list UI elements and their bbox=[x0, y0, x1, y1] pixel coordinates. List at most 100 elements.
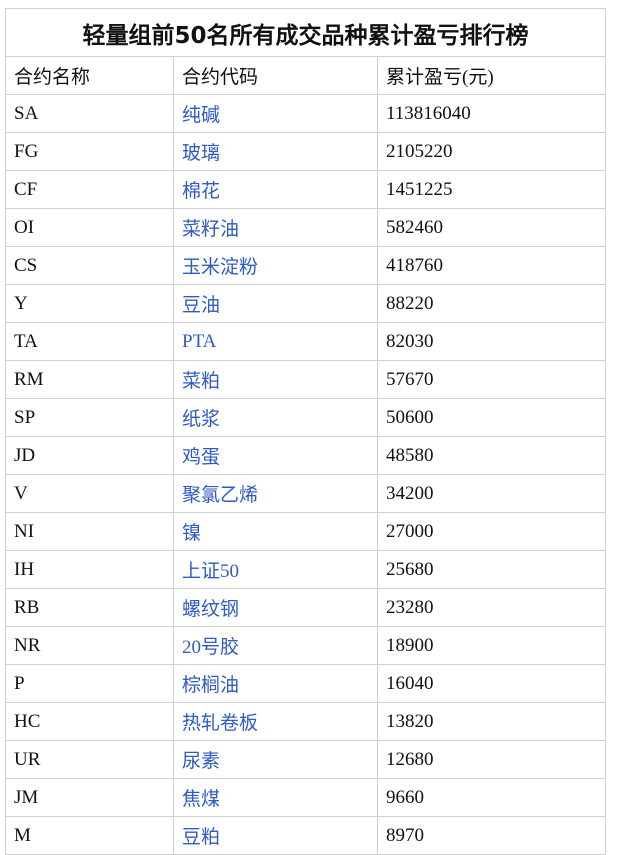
contract-name-cell: 棕榈油 bbox=[173, 664, 378, 703]
contract-name-cell: 纯碱 bbox=[173, 94, 378, 133]
pnl-cell: 16040 bbox=[376, 664, 607, 703]
contract-name-cell: 20号胶 bbox=[173, 626, 378, 665]
table-row: NR 20号胶 18900 bbox=[5, 626, 607, 665]
table-row: V 聚氯乙烯 34200 bbox=[5, 474, 607, 513]
table-row: RM 菜粕 57670 bbox=[5, 360, 607, 399]
contract-link[interactable]: 20号胶 bbox=[182, 637, 240, 658]
contract-name-cell: 鸡蛋 bbox=[173, 436, 378, 475]
table-row: FG 玻璃 2105220 bbox=[5, 132, 607, 171]
contract-code-cell: NI bbox=[5, 512, 174, 551]
contract-code-cell: CS bbox=[5, 246, 174, 285]
table-row: OI 菜籽油 582460 bbox=[5, 208, 607, 247]
pnl-cell: 57670 bbox=[376, 360, 607, 399]
contract-link[interactable]: 豆油 bbox=[182, 295, 221, 316]
pnl-cell: 27000 bbox=[376, 512, 607, 551]
table-title: 轻量组前50名所有成交品种累计盈亏排行榜 bbox=[4, 8, 607, 57]
contract-name-cell: 玻璃 bbox=[173, 132, 378, 171]
contract-code-cell: CF bbox=[5, 170, 174, 209]
pnl-cell: 418760 bbox=[376, 246, 607, 285]
pnl-cell: 113816040 bbox=[376, 94, 607, 133]
contract-link[interactable]: 纯碱 bbox=[182, 105, 221, 126]
contract-link[interactable]: 玉米淀粉 bbox=[182, 257, 259, 278]
contract-name-cell: 镍 bbox=[173, 512, 378, 551]
table-row: CF 棉花 1451225 bbox=[5, 170, 607, 209]
table-row: UR 尿素 12680 bbox=[5, 740, 607, 779]
pnl-cell: 1451225 bbox=[376, 170, 607, 209]
pnl-cell: 13820 bbox=[376, 702, 607, 741]
contract-link[interactable]: 菜籽油 bbox=[182, 219, 240, 240]
table-row: SP 纸浆 50600 bbox=[5, 398, 607, 437]
pnl-cell: 25680 bbox=[376, 550, 607, 589]
table-row: RB 螺纹钢 23280 bbox=[5, 588, 607, 627]
contract-name-cell: 纸浆 bbox=[173, 398, 378, 437]
contract-code-cell: FG bbox=[5, 132, 174, 171]
table-row: SA 纯碱 113816040 bbox=[5, 94, 607, 133]
pnl-cell: 82030 bbox=[376, 322, 607, 361]
table-row: TA PTA 82030 bbox=[5, 322, 607, 361]
contract-name-cell: PTA bbox=[173, 322, 378, 361]
contract-link[interactable]: 上证50 bbox=[182, 561, 240, 582]
contract-link[interactable]: 热轧卷板 bbox=[182, 713, 259, 734]
contract-code-cell: Y bbox=[5, 284, 174, 323]
header-cumulative-pnl: 累计盈亏(元) bbox=[376, 56, 607, 95]
contract-name-cell: 菜粕 bbox=[173, 360, 378, 399]
contract-name-cell: 聚氯乙烯 bbox=[173, 474, 378, 513]
contract-link[interactable]: 菜粕 bbox=[182, 371, 221, 392]
contract-link[interactable]: 棉花 bbox=[182, 181, 221, 202]
contract-link[interactable]: 螺纹钢 bbox=[182, 599, 240, 620]
table-row: Y 豆油 88220 bbox=[5, 284, 607, 323]
table-row: NI 镍 27000 bbox=[5, 512, 607, 551]
table-row: IH 上证50 25680 bbox=[5, 550, 607, 589]
contract-name-cell: 棉花 bbox=[173, 170, 378, 209]
contract-name-cell: 玉米淀粉 bbox=[173, 246, 378, 285]
contract-code-cell: V bbox=[5, 474, 174, 513]
contract-code-cell: NR bbox=[5, 626, 174, 665]
header-contract-code: 合约代码 bbox=[173, 56, 378, 95]
table-row: HC 热轧卷板 13820 bbox=[5, 702, 607, 741]
contract-code-cell: M bbox=[5, 816, 174, 855]
contract-code-cell: HC bbox=[5, 702, 174, 741]
contract-code-cell: P bbox=[5, 664, 174, 703]
pnl-cell: 2105220 bbox=[376, 132, 607, 171]
contract-name-cell: 螺纹钢 bbox=[173, 588, 378, 627]
contract-link[interactable]: 纸浆 bbox=[182, 409, 221, 430]
contract-code-cell: JM bbox=[5, 778, 174, 817]
pnl-cell: 18900 bbox=[376, 626, 607, 665]
contract-link[interactable]: 玻璃 bbox=[182, 143, 221, 164]
pnl-ranking-table: 轻量组前50名所有成交品种累计盈亏排行榜 合约名称 合约代码 累计盈亏(元) S… bbox=[4, 8, 607, 855]
contract-link[interactable]: 鸡蛋 bbox=[182, 447, 221, 468]
contract-code-cell: IH bbox=[5, 550, 174, 589]
contract-link[interactable]: 豆粕 bbox=[182, 827, 221, 848]
contract-code-cell: RM bbox=[5, 360, 174, 399]
contract-name-cell: 热轧卷板 bbox=[173, 702, 378, 741]
table-row: JM 焦煤 9660 bbox=[5, 778, 607, 817]
pnl-cell: 34200 bbox=[376, 474, 607, 513]
contract-link[interactable]: 焦煤 bbox=[182, 789, 221, 810]
contract-name-cell: 焦煤 bbox=[173, 778, 378, 817]
contract-code-cell: TA bbox=[5, 322, 174, 361]
table-row: P 棕榈油 16040 bbox=[5, 664, 607, 703]
pnl-cell: 12680 bbox=[376, 740, 607, 779]
contract-code-cell: SA bbox=[5, 94, 174, 133]
contract-name-cell: 豆油 bbox=[173, 284, 378, 323]
contract-name-cell: 尿素 bbox=[173, 740, 378, 779]
pnl-cell: 9660 bbox=[376, 778, 607, 817]
contract-link[interactable]: 镍 bbox=[182, 523, 202, 544]
contract-code-cell: RB bbox=[5, 588, 174, 627]
contract-link[interactable]: 聚氯乙烯 bbox=[182, 485, 259, 506]
contract-name-cell: 上证50 bbox=[173, 550, 378, 589]
table-row: M 豆粕 8970 bbox=[5, 816, 607, 855]
contract-link[interactable]: 棕榈油 bbox=[182, 675, 240, 696]
pnl-cell: 50600 bbox=[376, 398, 607, 437]
contract-link[interactable]: PTA bbox=[182, 330, 217, 352]
contract-code-cell: UR bbox=[5, 740, 174, 779]
contract-code-cell: OI bbox=[5, 208, 174, 247]
table-row: JD 鸡蛋 48580 bbox=[5, 436, 607, 475]
header-contract-name: 合约名称 bbox=[5, 56, 174, 95]
contract-name-cell: 菜籽油 bbox=[173, 208, 378, 247]
contract-link[interactable]: 尿素 bbox=[182, 751, 221, 772]
pnl-cell: 23280 bbox=[376, 588, 607, 627]
contract-code-cell: JD bbox=[5, 436, 174, 475]
table-row: CS 玉米淀粉 418760 bbox=[5, 246, 607, 285]
contract-name-cell: 豆粕 bbox=[173, 816, 378, 855]
